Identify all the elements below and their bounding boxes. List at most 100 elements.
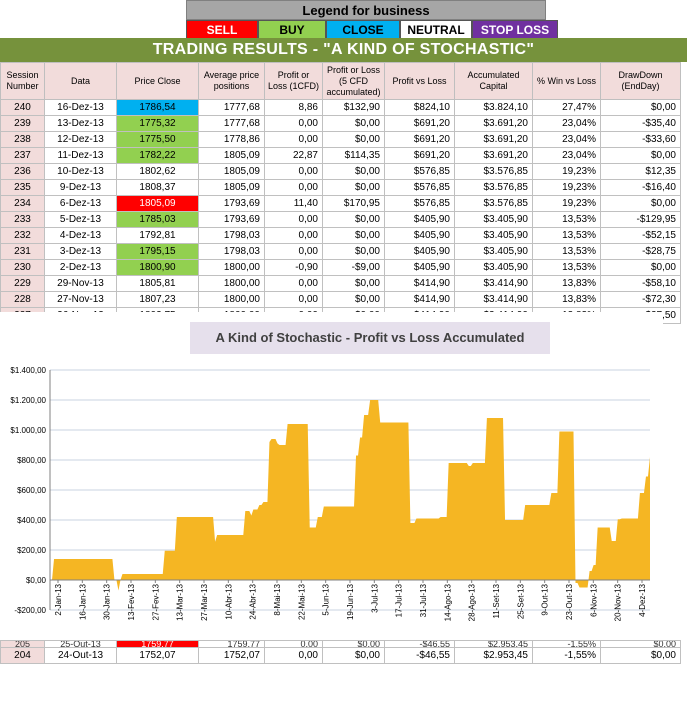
y-tick-label: $800,00 <box>17 456 46 465</box>
column-header: % Win vs Loss <box>532 62 601 100</box>
cell-dd: -$35,40 <box>600 115 681 132</box>
table-row: 234 6-Dez-13 1805,09 1793,69 11,40 $170,95 $57… <box>0 195 681 212</box>
table-row: 230 2-Dez-13 1800,90 1800,00 -0,90 -$9,00 $405… <box>0 259 681 276</box>
cell-pvl: $405,90 <box>384 227 455 244</box>
cell-pl5: $0,00 <box>322 131 385 148</box>
cell-dd: -$16,40 <box>600 179 681 196</box>
y-tick-label: $0,00 <box>26 576 47 585</box>
chart-title: A Kind of Stochastic - Profit vs Loss Ac… <box>190 322 550 354</box>
cell-price: 1805,81 <box>116 275 199 292</box>
x-tick-label: 5-Jun-13 <box>322 583 331 615</box>
cell-price: 1759,77 <box>116 640 199 648</box>
column-header: Average price positions <box>198 62 265 100</box>
column-header: Session Number <box>0 62 45 100</box>
cell-price: 1782,22 <box>116 147 199 164</box>
cell-pvl: $405,90 <box>384 211 455 228</box>
cell-pl5: $0,00 <box>322 275 385 292</box>
column-header: Data <box>44 62 117 100</box>
cell-dd: $0,00 <box>600 640 681 648</box>
cell-session: 232 <box>0 227 45 244</box>
x-tick-label: 25-Set-13 <box>516 583 525 619</box>
cell-win: 19,23% <box>532 163 601 180</box>
cell-pvl: $691,20 <box>384 115 455 132</box>
cell-win: -1,55% <box>532 647 601 664</box>
legend-item-neutral: NEUTRAL <box>400 20 472 39</box>
cell-pvl: $576,85 <box>384 195 455 212</box>
cell-session: 204 <box>0 647 45 664</box>
x-tick-label: 30-Jan-13 <box>103 583 112 620</box>
x-tick-label: 16-Jan-13 <box>78 583 87 620</box>
cell-pl5: $0,00 <box>322 291 385 308</box>
x-tick-label: 13-Mar-13 <box>176 583 185 620</box>
cell-win: 13,53% <box>532 243 601 260</box>
cell-session: 231 <box>0 243 45 260</box>
table-row: 205 25-Out-13 1759,77 1759,77 0,00 $0,00 -$46,… <box>0 640 681 648</box>
cell-price: 1795,15 <box>116 243 199 260</box>
cell-pl1: 0,00 <box>264 275 323 292</box>
cell-pl1: 8,86 <box>264 99 323 116</box>
cell-date: 5-Dez-13 <box>44 211 117 228</box>
cell-dd: -$129,95 <box>600 211 681 228</box>
cell-capital: $3.414,90 <box>454 291 533 308</box>
chart-area: -$200,00 $0,00 $200,00 $400,00 $600,00 $800,0… <box>0 312 663 640</box>
cell-win: -1,55% <box>532 640 601 648</box>
cell-capital: $3.405,90 <box>454 259 533 276</box>
x-tick-label: 2-Jan-13 <box>54 583 63 615</box>
cell-pl1: 0,00 <box>264 291 323 308</box>
cell-win: 19,23% <box>532 195 601 212</box>
cell-date: 27-Nov-13 <box>44 291 117 308</box>
y-tick-label: $1.200,00 <box>10 396 46 405</box>
table-row: 233 5-Dez-13 1785,03 1793,69 0,00 $0,00 $405,9… <box>0 211 681 228</box>
cell-win: 13,53% <box>532 211 601 228</box>
cell-avg: 1793,69 <box>198 211 265 228</box>
cell-pl5: $170,95 <box>322 195 385 212</box>
cell-pl5: $132,90 <box>322 99 385 116</box>
y-tick-label: $600,00 <box>17 486 46 495</box>
table-row: 232 4-Dez-13 1792,81 1798,03 0,00 $0,00 $405,9… <box>0 227 681 244</box>
y-tick-label: $1.400,00 <box>10 366 46 375</box>
cell-capital: $3.824,10 <box>454 99 533 116</box>
cell-dd: -$28,75 <box>600 243 681 260</box>
cell-pl1: 0,00 <box>264 243 323 260</box>
cell-win: 23,04% <box>532 115 601 132</box>
cell-pl1: 0,00 <box>264 647 323 664</box>
y-tick-label: $200,00 <box>17 546 46 555</box>
cell-date: 12-Dez-13 <box>44 131 117 148</box>
cell-capital: $3.691,20 <box>454 115 533 132</box>
cell-capital: $3.405,90 <box>454 227 533 244</box>
cell-price: 1808,37 <box>116 179 199 196</box>
x-tick-label: 22-Mai-13 <box>297 583 306 620</box>
cell-win: 23,04% <box>532 147 601 164</box>
cell-pvl: $414,90 <box>384 275 455 292</box>
cell-pvl: $576,85 <box>384 179 455 196</box>
profit-loss-chart: -$200,00 $0,00 $200,00 $400,00 $600,00 $800,0… <box>10 366 650 621</box>
x-tick-label: 24-Abr-13 <box>249 583 258 619</box>
results-table: Session Number Data Price Close Average pri… <box>0 62 681 324</box>
column-header: Accumulated Capital <box>454 62 533 100</box>
column-header: Profit vs Loss <box>384 62 455 100</box>
cell-session: 236 <box>0 163 45 180</box>
area-series <box>50 400 650 591</box>
cell-dd: $0,00 <box>600 259 681 276</box>
x-tick-label: 8-Mai-13 <box>273 583 282 615</box>
table-row: 240 16-Dez-13 1786,54 1777,68 8,86 $132,90 $82… <box>0 99 681 116</box>
x-tick-label: 23-Out-13 <box>565 583 574 620</box>
legend-item-close: CLOSE <box>326 20 400 39</box>
cell-session: 235 <box>0 179 45 196</box>
cell-capital: $2.953,45 <box>454 640 533 648</box>
table-row: 236 10-Dez-13 1802,62 1805,09 0,00 $0,00 $576,… <box>0 163 681 180</box>
table-header-row: Session Number Data Price Close Average pri… <box>0 62 681 100</box>
cell-pl5: -$9,00 <box>322 259 385 276</box>
column-header: Profit or Loss (1CFD) <box>264 62 323 100</box>
x-tick-label: 27-Fev-13 <box>151 583 160 620</box>
x-tick-label: 10-Abr-13 <box>224 583 233 619</box>
cell-date: 6-Dez-13 <box>44 195 117 212</box>
cell-dd: $12,35 <box>600 163 681 180</box>
results-table-bottom: 205 25-Out-13 1759,77 1759,77 0,00 $0,00 -$46,… <box>0 640 681 664</box>
cell-capital: $2.953,45 <box>454 647 533 664</box>
cell-price: 1805,09 <box>116 195 199 212</box>
cell-pvl: $405,90 <box>384 243 455 260</box>
table-row: 229 29-Nov-13 1805,81 1800,00 0,00 $0,00 $414,… <box>0 275 681 292</box>
cell-avg: 1805,09 <box>198 179 265 196</box>
x-tick-label: 14-Ago-13 <box>443 583 452 621</box>
